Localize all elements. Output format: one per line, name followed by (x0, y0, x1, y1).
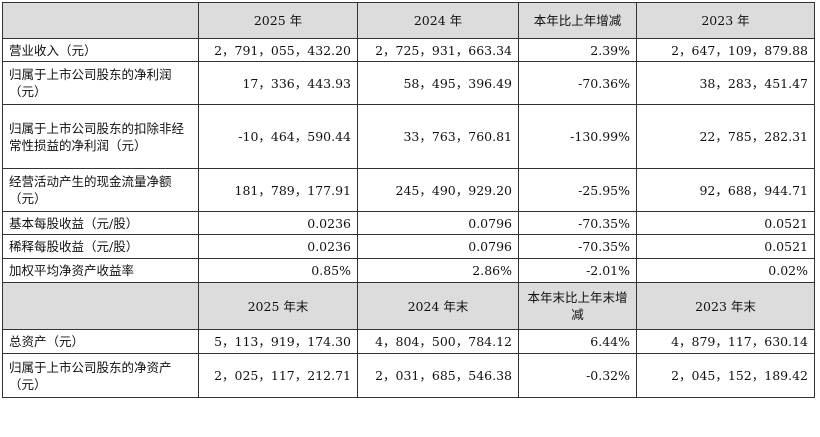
value-change: -2.01% (518, 258, 637, 283)
table-row: 加权平均净资产收益率 0.85% 2.86% -2.01% 0.02% (2, 258, 815, 283)
row-label: 归属于上市公司股东的净资产（元） (2, 353, 199, 398)
table-row: 基本每股收益（元/股） 0.0236 0.0796 -70.35% 0.0521 (2, 211, 815, 235)
value-2024: 2，725，931，663.34 (357, 38, 519, 62)
subheader-2023: 2023 年末 (636, 282, 815, 330)
table-row: 归属于上市公司股东的净利润（元） 17，336，443.93 58，495，39… (2, 61, 815, 105)
value-2025: 0.85% (198, 258, 358, 283)
header-2024: 2024 年 (357, 2, 519, 39)
value-2024: 0.0796 (357, 211, 519, 235)
subheader-2025: 2025 年末 (198, 282, 358, 330)
value-2025: -10，464，590.44 (198, 104, 358, 169)
value-change: -130.99% (518, 104, 637, 169)
header-blank-cell (2, 2, 199, 39)
value-change: 2.39% (518, 38, 637, 62)
table-row: 稀释每股收益（元/股） 0.0236 0.0796 -70.35% 0.0521 (2, 234, 815, 259)
table-row: 归属于上市公司股东的扣除非经常性损益的净利润（元） -10，464，590.44… (2, 104, 815, 169)
table-row: 营业收入（元） 2，791，055，432.20 2，725，931，663.3… (2, 38, 815, 62)
header-2023: 2023 年 (636, 2, 815, 39)
value-2025: 181，789，177.91 (198, 168, 358, 212)
row-label: 经营活动产生的现金流量净额（元） (2, 168, 199, 212)
table-row: 总资产（元） 5，113，919，174.30 4，804，500，784.12… (2, 329, 815, 354)
financial-summary-table: 2025 年 2024 年 本年比上年增减 2023 年 营业收入（元） 2，7… (2, 2, 815, 398)
row-label: 总资产（元） (2, 329, 199, 354)
value-2025: 5，113，919，174.30 (198, 329, 358, 354)
row-label: 加权平均净资产收益率 (2, 258, 199, 283)
value-2023: 2，045，152，189.42 (636, 353, 815, 398)
value-2025: 17，336，443.93 (198, 61, 358, 105)
value-change: -70.36% (518, 61, 637, 105)
value-change: -70.35% (518, 234, 637, 259)
value-2023: 0.0521 (636, 211, 815, 235)
table-row: 归属于上市公司股东的净资产（元） 2，025，117，212.71 2，031，… (2, 353, 815, 398)
value-2023: 4，879，117，630.14 (636, 329, 815, 354)
value-2024: 33，763，760.81 (357, 104, 519, 169)
value-2024: 2.86% (357, 258, 519, 283)
value-2024: 58，495，396.49 (357, 61, 519, 105)
subheader-change: 本年末比上年末增减 (518, 282, 637, 330)
value-2025: 2，791，055，432.20 (198, 38, 358, 62)
value-2024: 4，804，500，784.12 (357, 329, 519, 354)
value-2023: 0.0521 (636, 234, 815, 259)
value-2023: 22，785，282.31 (636, 104, 815, 169)
table-header-row: 2025 年 2024 年 本年比上年增减 2023 年 (2, 2, 815, 39)
table-subheader-row: 2025 年末 2024 年末 本年末比上年末增减 2023 年末 (2, 282, 815, 330)
value-2024: 245，490，929.20 (357, 168, 519, 212)
value-change: -0.32% (518, 353, 637, 398)
value-change: 6.44% (518, 329, 637, 354)
value-2023: 2，647，109，879.88 (636, 38, 815, 62)
value-change: -25.95% (518, 168, 637, 212)
table-row: 经营活动产生的现金流量净额（元） 181，789，177.91 245，490，… (2, 168, 815, 212)
row-label: 归属于上市公司股东的净利润（元） (2, 61, 199, 105)
row-label: 归属于上市公司股东的扣除非经常性损益的净利润（元） (2, 104, 199, 169)
row-label: 稀释每股收益（元/股） (2, 234, 199, 259)
value-2023: 38，283，451.47 (636, 61, 815, 105)
value-2025: 2，025，117，212.71 (198, 353, 358, 398)
value-2023: 0.02% (636, 258, 815, 283)
subheader-blank-cell (2, 282, 199, 330)
value-2024: 2，031，685，546.38 (357, 353, 519, 398)
subheader-2024: 2024 年末 (357, 282, 519, 330)
header-2025: 2025 年 (198, 2, 358, 39)
value-2024: 0.0796 (357, 234, 519, 259)
value-2025: 0.0236 (198, 211, 358, 235)
value-2025: 0.0236 (198, 234, 358, 259)
row-label: 基本每股收益（元/股） (2, 211, 199, 235)
value-change: -70.35% (518, 211, 637, 235)
header-change: 本年比上年增减 (518, 2, 637, 39)
value-2023: 92，688，944.71 (636, 168, 815, 212)
row-label: 营业收入（元） (2, 38, 199, 62)
